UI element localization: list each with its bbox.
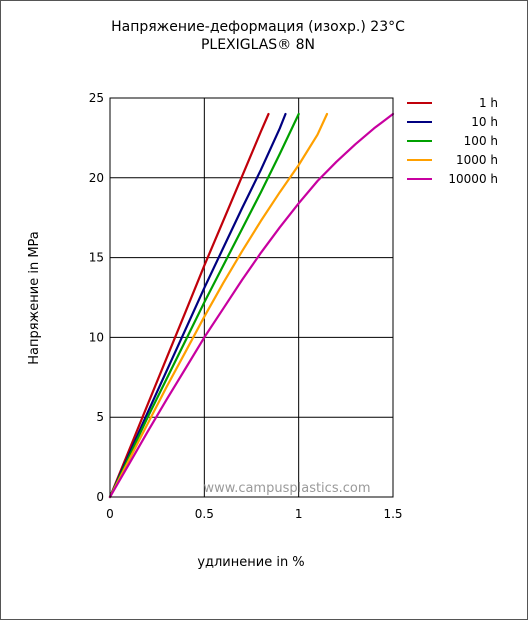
series-line-100h xyxy=(108,112,300,499)
chart-subtitle: PLEXIGLAS® 8N xyxy=(201,37,315,53)
legend: 1 h 10 h 100 h 1000 h 10000 h xyxy=(407,96,498,186)
legend-label: 1 h xyxy=(479,96,498,110)
x-tick-label: 1 xyxy=(295,507,303,521)
series-line-10000h xyxy=(108,112,395,499)
series-line-1000h xyxy=(108,112,329,499)
legend-label: 10000 h xyxy=(448,172,498,186)
chart-title: Напряжение-деформация (изохр.) 23°C xyxy=(111,19,405,35)
x-tick-label: 1.5 xyxy=(383,507,402,521)
y-tick-label: 5 xyxy=(96,410,104,424)
legend-label: 100 h xyxy=(464,134,498,148)
tick-labels: 0 0.5 1 1.5 0 5 10 15 20 25 xyxy=(89,91,403,521)
y-tick-label: 10 xyxy=(89,330,104,344)
series-line-10h xyxy=(108,112,287,499)
y-tick-label: 0 xyxy=(96,490,104,504)
legend-label: 1000 h xyxy=(456,153,498,167)
x-axis-label: удлинение in % xyxy=(197,555,304,570)
series-layer xyxy=(108,112,395,499)
grid xyxy=(109,97,394,498)
plot-border xyxy=(109,97,394,498)
y-tick-label: 25 xyxy=(89,91,104,105)
y-axis-label: Напряжение in MPa xyxy=(27,231,42,365)
watermark: www.campusplastics.com xyxy=(203,481,370,496)
x-tick-label: 0.5 xyxy=(195,507,214,521)
x-tick-label: 0 xyxy=(106,507,114,521)
series-line-1h xyxy=(108,112,270,499)
legend-label: 10 h xyxy=(471,115,498,129)
y-tick-label: 15 xyxy=(89,251,104,265)
y-tick-label: 20 xyxy=(89,171,104,185)
